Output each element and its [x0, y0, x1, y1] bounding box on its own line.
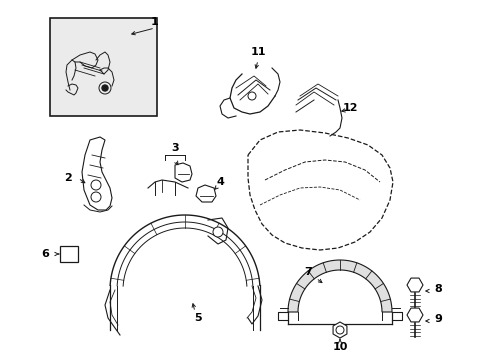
Text: 10: 10: [332, 342, 347, 352]
Text: 9: 9: [433, 314, 441, 324]
Polygon shape: [82, 137, 112, 210]
Polygon shape: [287, 260, 391, 312]
Text: 11: 11: [250, 47, 265, 57]
Text: 8: 8: [433, 284, 441, 294]
Text: 12: 12: [342, 103, 357, 113]
Text: 1: 1: [151, 17, 159, 27]
Circle shape: [213, 227, 223, 237]
Text: 5: 5: [194, 313, 202, 323]
Text: 3: 3: [171, 143, 179, 153]
Text: 4: 4: [216, 177, 224, 187]
Circle shape: [247, 92, 256, 100]
Text: 6: 6: [41, 249, 49, 259]
Text: 7: 7: [304, 267, 311, 277]
Circle shape: [335, 326, 343, 334]
Text: 2: 2: [64, 173, 72, 183]
Circle shape: [91, 180, 101, 190]
Circle shape: [102, 85, 108, 91]
Circle shape: [99, 82, 111, 94]
Circle shape: [91, 192, 101, 202]
FancyBboxPatch shape: [60, 246, 78, 262]
FancyBboxPatch shape: [50, 18, 157, 116]
Polygon shape: [196, 185, 216, 202]
Polygon shape: [175, 163, 192, 182]
